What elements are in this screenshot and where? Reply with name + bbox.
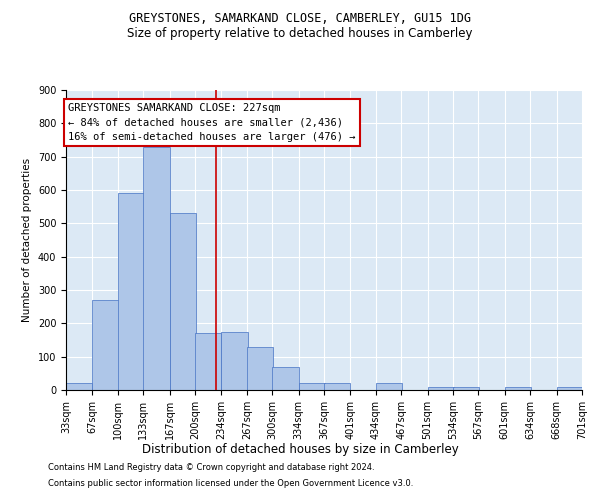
Text: Size of property relative to detached houses in Camberley: Size of property relative to detached ho… <box>127 28 473 40</box>
Bar <box>428 386 454 390</box>
Bar <box>143 146 170 390</box>
Text: Contains public sector information licensed under the Open Government Licence v3: Contains public sector information licen… <box>48 478 413 488</box>
Text: Distribution of detached houses by size in Camberley: Distribution of detached houses by size … <box>142 442 458 456</box>
Text: GREYSTONES SAMARKAND CLOSE: 227sqm
← 84% of detached houses are smaller (2,436)
: GREYSTONES SAMARKAND CLOSE: 227sqm ← 84%… <box>68 102 356 142</box>
Bar <box>272 366 299 390</box>
Bar <box>505 386 531 390</box>
Bar <box>221 332 248 390</box>
Bar <box>299 384 325 390</box>
Bar <box>247 346 273 390</box>
Bar <box>92 300 119 390</box>
Bar <box>376 384 402 390</box>
Text: Contains HM Land Registry data © Crown copyright and database right 2024.: Contains HM Land Registry data © Crown c… <box>48 464 374 472</box>
Bar <box>324 384 350 390</box>
Bar <box>195 334 221 390</box>
Bar <box>557 386 583 390</box>
Bar <box>170 214 196 390</box>
Bar <box>66 384 92 390</box>
Text: GREYSTONES, SAMARKAND CLOSE, CAMBERLEY, GU15 1DG: GREYSTONES, SAMARKAND CLOSE, CAMBERLEY, … <box>129 12 471 26</box>
Bar <box>453 386 479 390</box>
Bar <box>118 194 144 390</box>
Y-axis label: Number of detached properties: Number of detached properties <box>22 158 32 322</box>
